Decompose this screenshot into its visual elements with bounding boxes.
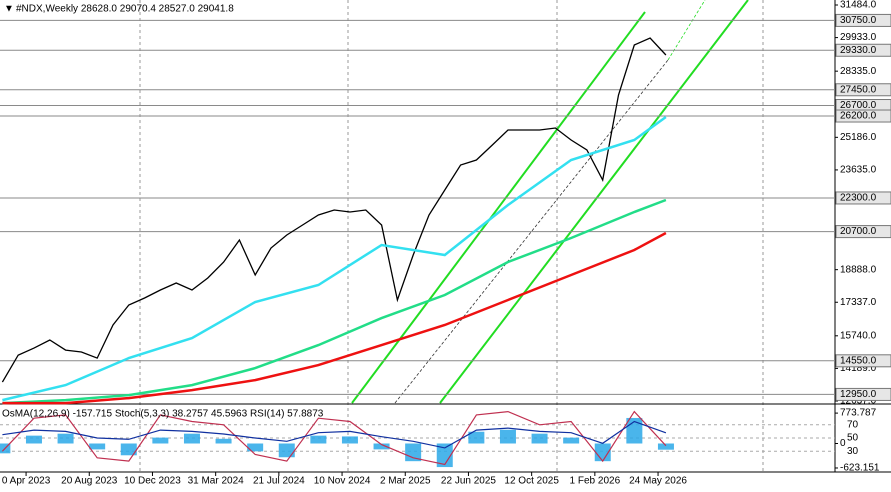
x-tick-label: 0 Apr 2023: [2, 476, 51, 487]
osma-bar: [563, 437, 580, 444]
x-tick-label: 31 Mar 2024: [188, 476, 245, 487]
level-label-box: [835, 43, 891, 57]
osma-bar: [215, 438, 232, 444]
level-label: 29330.0: [840, 45, 877, 56]
x-tick-label: 20 Aug 2023: [61, 476, 118, 487]
osma-bar: [657, 443, 674, 450]
osma-bar: [183, 433, 200, 444]
osma-bar: [436, 443, 453, 468]
y-tick-label: 0: [840, 438, 846, 449]
x-tick-label: 24 May 2026: [629, 476, 687, 487]
osma-bar: [499, 429, 516, 444]
series-line: [2, 420, 667, 449]
y-tick-label: 28335.0: [840, 66, 877, 77]
osma-bar: [89, 443, 106, 450]
y-tick-label: 17337.0: [840, 297, 877, 308]
level-label: 27450.0: [840, 84, 877, 95]
y-tick-label: 18888.0: [840, 264, 877, 275]
median-line: [394, 59, 669, 404]
level-label-box: [835, 13, 891, 27]
x-tick-label: 22 Jun 2025: [441, 476, 496, 487]
series-line: [2, 231, 667, 405]
y2-tick-label: 70: [847, 419, 859, 430]
series-line: [2, 198, 667, 405]
channel-line: [439, 0, 749, 404]
x-tick-label: 2 Mar 2025: [380, 476, 431, 487]
y-tick-label: 12637.0: [840, 396, 877, 407]
x-tick-label: 1 Feb 2026: [570, 476, 621, 487]
osma-bar: [25, 435, 42, 444]
y-tick-label: 31484.0: [840, 0, 877, 11]
y-tick-label: -623.151: [840, 463, 880, 474]
x-tick-label: 10 Dec 2023: [124, 476, 181, 487]
series-line: [2, 115, 667, 402]
dropdown-icon[interactable]: ▼: [4, 4, 14, 15]
indicator-header: OsMA(12,26,9) -157.715 Stoch(5,3,3) 38.2…: [2, 409, 324, 420]
osma-bar: [468, 431, 485, 444]
level-label-box: [835, 225, 891, 239]
level-label-box: [835, 354, 891, 368]
level-label: 30750.0: [840, 15, 877, 26]
x-tick-label: 21 Jul 2024: [253, 476, 305, 487]
y-tick-label: 23635.0: [840, 165, 877, 176]
series-line: [1, 37, 667, 383]
level-label: 26700.0: [840, 100, 877, 111]
osma-bar: [278, 443, 295, 458]
plot-layer: [0, 19, 835, 468]
osma-bar: [247, 443, 264, 452]
y-tick-label: 14189.0: [840, 363, 877, 374]
y-tick-label: 29933.0: [840, 32, 877, 43]
level-label: 14550.0: [840, 355, 877, 366]
y2-tick-label: 50: [847, 433, 859, 444]
y-tick-label: 25186.0: [840, 132, 877, 143]
level-label: 26200.0: [840, 111, 877, 122]
level-label-box: [835, 109, 891, 123]
level-label-box: [835, 83, 891, 97]
x-tick-label: 12 Oct 2025: [504, 476, 559, 487]
osma-bar: [341, 436, 358, 444]
osma-bar: [120, 443, 137, 456]
x-tick-label: 10 Nov 2024: [314, 476, 371, 487]
y-tick-label: 773.787: [840, 408, 877, 419]
level-label: 20700.0: [840, 226, 877, 237]
y-tick-label: 15740.0: [840, 330, 877, 341]
level-label-box: [835, 191, 891, 205]
osma-bar: [57, 433, 74, 444]
level-label: 22300.0: [840, 193, 877, 204]
osma-bar: [310, 435, 327, 444]
level-label: 12950.0: [840, 389, 877, 400]
osma-bar: [531, 433, 548, 444]
level-label-box: [835, 387, 891, 401]
y2-tick-label: 30: [847, 446, 859, 457]
osma-bar: [152, 437, 169, 444]
series-line: [1, 410, 667, 466]
osma-bar: [373, 443, 390, 450]
chart-header: #NDX,Weekly 28628.0 29070.4 28527.0 2904…: [16, 4, 234, 15]
